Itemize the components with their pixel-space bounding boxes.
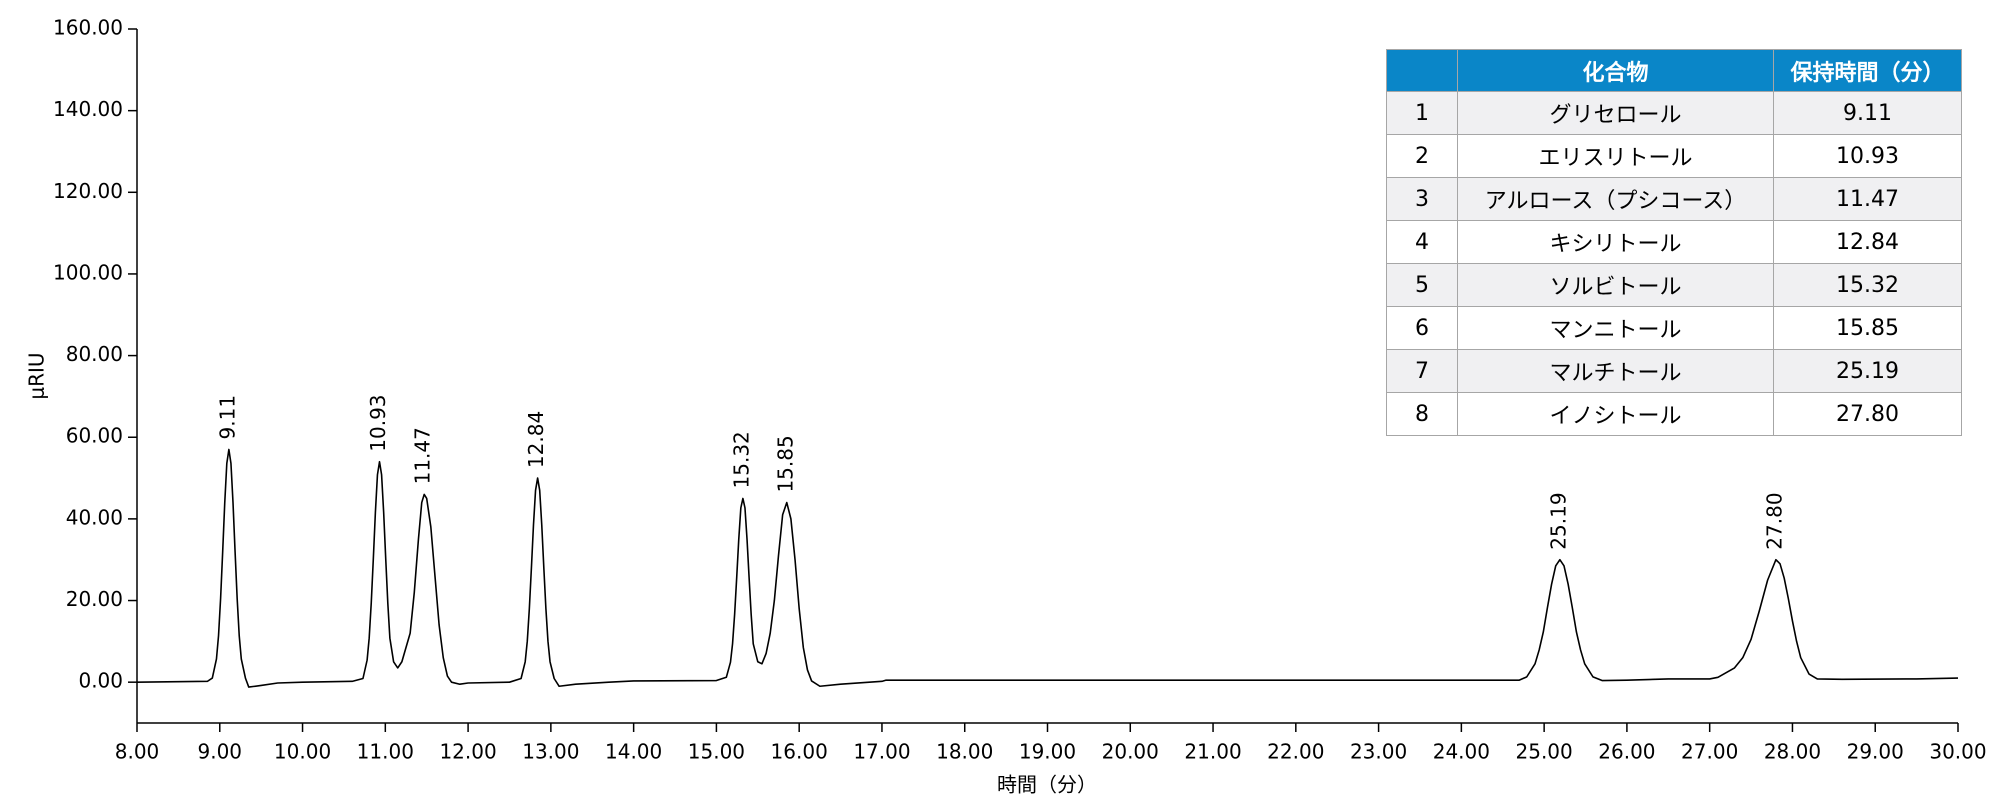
- table-cell: 3: [1386, 177, 1458, 221]
- table-cell: ソルビトール: [1457, 263, 1774, 307]
- x-tick-label: 10.00: [274, 740, 331, 764]
- x-tick-label: 24.00: [1433, 740, 1490, 764]
- x-tick-label: 20.00: [1102, 740, 1159, 764]
- peak-label: 25.19: [1546, 492, 1570, 549]
- x-tick-label: 23.00: [1350, 740, 1407, 764]
- y-tick-label: 80.00: [66, 342, 123, 366]
- table-cell: 6: [1386, 306, 1458, 350]
- x-tick-label: 29.00: [1847, 740, 1904, 764]
- y-tick-label: 100.00: [53, 260, 123, 284]
- table-header: 化合物 保持時間（分）: [1386, 49, 1962, 92]
- peak-label: 27.80: [1762, 492, 1786, 549]
- x-tick-label: 27.00: [1681, 740, 1738, 764]
- x-tick-label: 17.00: [853, 740, 910, 764]
- table-cell: 15.85: [1773, 306, 1962, 350]
- x-tick-label: 11.00: [357, 740, 414, 764]
- peak-label: 12.84: [524, 411, 548, 468]
- peak-label: 10.93: [366, 394, 390, 451]
- table-row: 2 エリスリトール 10.93: [1386, 134, 1962, 178]
- table-row: 5 ソルビトール 15.32: [1386, 263, 1962, 307]
- x-tick-label: 25.00: [1516, 740, 1573, 764]
- x-tick-label: 30.00: [1929, 740, 1986, 764]
- x-axis-label: 時間（分）: [997, 773, 1097, 797]
- table-cell: 27.80: [1773, 392, 1962, 436]
- y-tick-label: 120.00: [53, 179, 123, 203]
- x-tick-label: 28.00: [1764, 740, 1821, 764]
- table-row: 4 キシリトール 12.84: [1386, 220, 1962, 264]
- x-tick-label: 21.00: [1184, 740, 1241, 764]
- table-body: 1 グリセロール 9.11 2 エリスリトール 10.93 3 アルロース（プシコース） 11.…: [1386, 91, 1962, 436]
- table-cell: 10.93: [1773, 134, 1962, 178]
- table-cell: 5: [1386, 263, 1458, 307]
- table-row: 3 アルロース（プシコース） 11.47: [1386, 177, 1962, 221]
- table-row: 1 グリセロール 9.11: [1386, 91, 1962, 135]
- x-tick-label: 14.00: [605, 740, 662, 764]
- x-tick-label: 9.00: [198, 740, 243, 764]
- table-cell: 9.11: [1773, 91, 1962, 135]
- table-cell: 15.32: [1773, 263, 1962, 307]
- y-tick-label: 160.00: [53, 16, 123, 40]
- table-cell: 11.47: [1773, 177, 1962, 221]
- compound-table: 化合物 保持時間（分） 1 グリセロール 9.11 2 エリスリトール 10.93 3 アルロ…: [1386, 49, 1962, 436]
- x-tick-label: 13.00: [522, 740, 579, 764]
- peak-label: 15.85: [773, 435, 797, 492]
- table-cell: 2: [1386, 134, 1458, 178]
- table-cell: イノシトール: [1457, 392, 1774, 436]
- table-cell: 1: [1386, 91, 1458, 135]
- y-tick-label: 20.00: [66, 587, 123, 611]
- table-cell: マルチトール: [1457, 349, 1774, 393]
- y-tick-label: 40.00: [66, 505, 123, 529]
- table-cell: アルロース（プシコース）: [1457, 177, 1774, 221]
- peak-label: 11.47: [411, 427, 435, 484]
- x-tick-label: 18.00: [936, 740, 993, 764]
- chromatogram-trace: [136, 448, 1959, 688]
- header-cell: 化合物: [1457, 49, 1774, 92]
- x-tick-label: 12.00: [439, 740, 496, 764]
- table-cell: キシリトール: [1457, 220, 1774, 264]
- x-tick-label: 22.00: [1267, 740, 1324, 764]
- peak-label: 9.11: [215, 395, 239, 440]
- x-tick-label: 8.00: [115, 740, 160, 764]
- table-cell: グリセロール: [1457, 91, 1774, 135]
- x-tick-label: 15.00: [688, 740, 745, 764]
- table-cell: 4: [1386, 220, 1458, 264]
- table-cell: 8: [1386, 392, 1458, 436]
- table-cell: 7: [1386, 349, 1458, 393]
- table-cell: 12.84: [1773, 220, 1962, 264]
- table-row: 6 マンニトール 15.85: [1386, 306, 1962, 350]
- table-row: 7 マルチトール 25.19: [1386, 349, 1962, 393]
- peak-label: 15.32: [729, 431, 753, 488]
- y-tick-label: 140.00: [53, 97, 123, 121]
- table-row: 8 イノシトール 27.80: [1386, 392, 1962, 436]
- x-tick-label: 19.00: [1019, 740, 1076, 764]
- y-tick-label: 60.00: [66, 424, 123, 448]
- y-axis-label: μRIU: [25, 352, 49, 399]
- table-cell: エリスリトール: [1457, 134, 1774, 178]
- header-cell: [1386, 49, 1458, 92]
- y-tick-label: 0.00: [78, 669, 123, 693]
- x-tick-label: 26.00: [1598, 740, 1655, 764]
- header-cell: 保持時間（分）: [1773, 49, 1962, 92]
- x-tick-label: 16.00: [771, 740, 828, 764]
- table-cell: 25.19: [1773, 349, 1962, 393]
- table-cell: マンニトール: [1457, 306, 1774, 350]
